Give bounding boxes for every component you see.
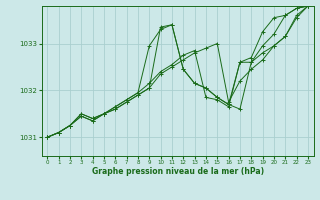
X-axis label: Graphe pression niveau de la mer (hPa): Graphe pression niveau de la mer (hPa) — [92, 167, 264, 176]
